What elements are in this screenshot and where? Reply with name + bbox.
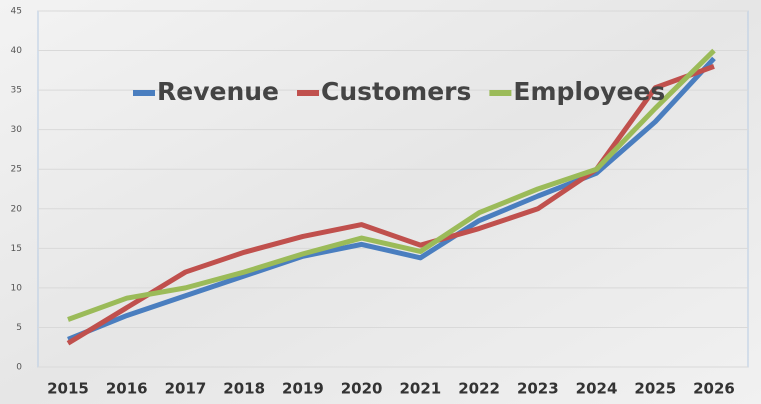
x-tick-label: 2023	[517, 380, 559, 398]
x-tick-label: 2020	[341, 380, 383, 398]
x-tick-label: 2015	[47, 380, 89, 398]
y-tick-label: 25	[11, 165, 22, 175]
x-tick-label: 2022	[458, 380, 500, 398]
legend-label: Employees	[513, 77, 665, 106]
x-tick-label: 2024	[576, 380, 618, 398]
y-tick-label: 10	[11, 283, 23, 293]
x-tick-label: 2016	[106, 380, 148, 398]
x-tick-label: 2018	[223, 380, 265, 398]
x-tick-label: 2017	[165, 380, 207, 398]
y-tick-label: 35	[11, 86, 22, 96]
x-tick-label: 2019	[282, 380, 324, 398]
series-line	[67, 48, 716, 322]
x-tick-label: 2021	[399, 380, 441, 398]
legend-label: Revenue	[157, 77, 279, 106]
y-tick-label: 45	[11, 7, 22, 17]
y-tick-label: 5	[16, 323, 22, 333]
legend-label: Customers	[321, 77, 471, 106]
series-line	[67, 56, 716, 342]
y-tick-label: 30	[11, 125, 23, 135]
y-tick-label: 15	[11, 244, 22, 254]
x-tick-label: 2026	[693, 380, 735, 398]
y-tick-label: 0	[16, 363, 22, 373]
y-tick-label: 40	[11, 46, 23, 56]
x-tick-label: 2025	[634, 380, 676, 398]
y-tick-label: 20	[11, 204, 23, 214]
